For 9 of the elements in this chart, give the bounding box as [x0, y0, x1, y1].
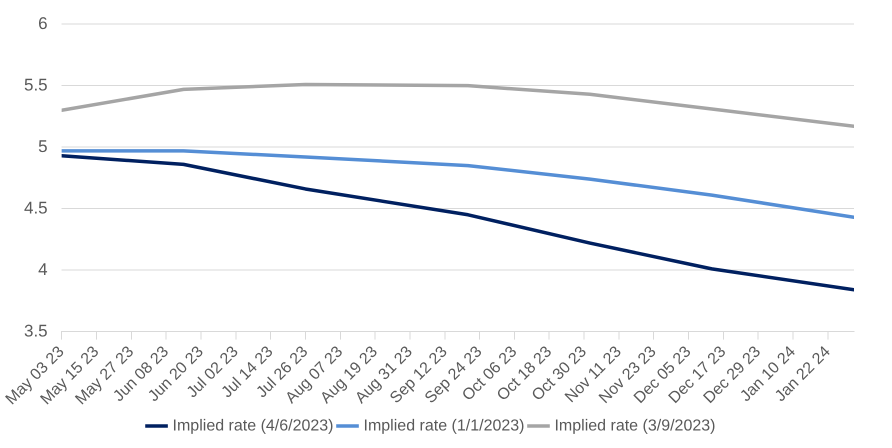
- y-tick-label: 6: [38, 14, 48, 33]
- y-tick-label: 5.5: [24, 75, 48, 94]
- legend-label: Implied rate (4/6/2023): [172, 417, 334, 434]
- y-tick-label: 5: [38, 136, 48, 156]
- y-tick-label: 4: [38, 260, 48, 279]
- y-tick-label: 3.5: [24, 321, 48, 340]
- legend-label: Implied rate (3/9/2023): [554, 417, 716, 434]
- y-tick-label: 4.5: [24, 198, 48, 218]
- legend-label: Implied rate (1/1/2023): [364, 417, 524, 434]
